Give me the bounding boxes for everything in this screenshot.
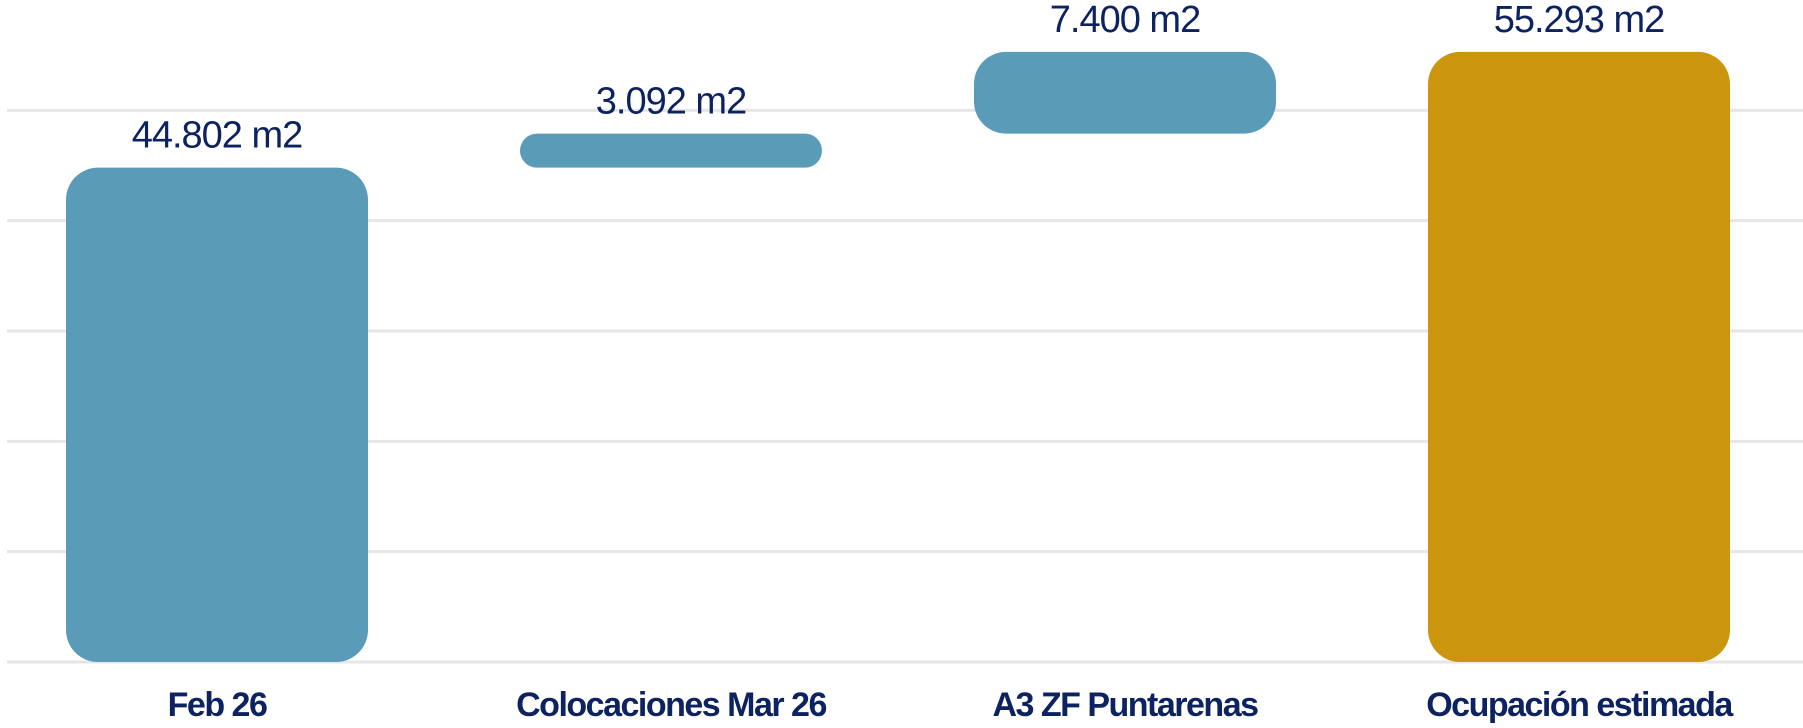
value-label: 3.092 m2 — [596, 81, 746, 123]
x-tick-label: Colocaciones Mar 26 — [516, 686, 826, 724]
value-label: 7.400 m2 — [1050, 0, 1200, 41]
value-label: 55.293 m2 — [1494, 0, 1665, 41]
value-label: 44.802 m2 — [132, 115, 303, 157]
bar — [974, 51, 1276, 134]
bar — [66, 167, 368, 662]
x-tick-label: Ocupación estimada — [1426, 686, 1734, 724]
bar — [1428, 51, 1730, 662]
bar — [520, 133, 822, 168]
x-tick-label: A3 ZF Puntarenas — [992, 686, 1258, 724]
x-tick-label: Feb 26 — [168, 686, 267, 724]
